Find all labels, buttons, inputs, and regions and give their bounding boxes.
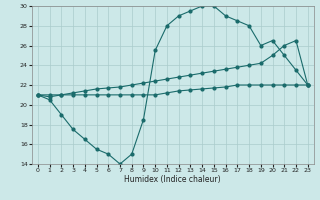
X-axis label: Humidex (Indice chaleur): Humidex (Indice chaleur) <box>124 175 221 184</box>
